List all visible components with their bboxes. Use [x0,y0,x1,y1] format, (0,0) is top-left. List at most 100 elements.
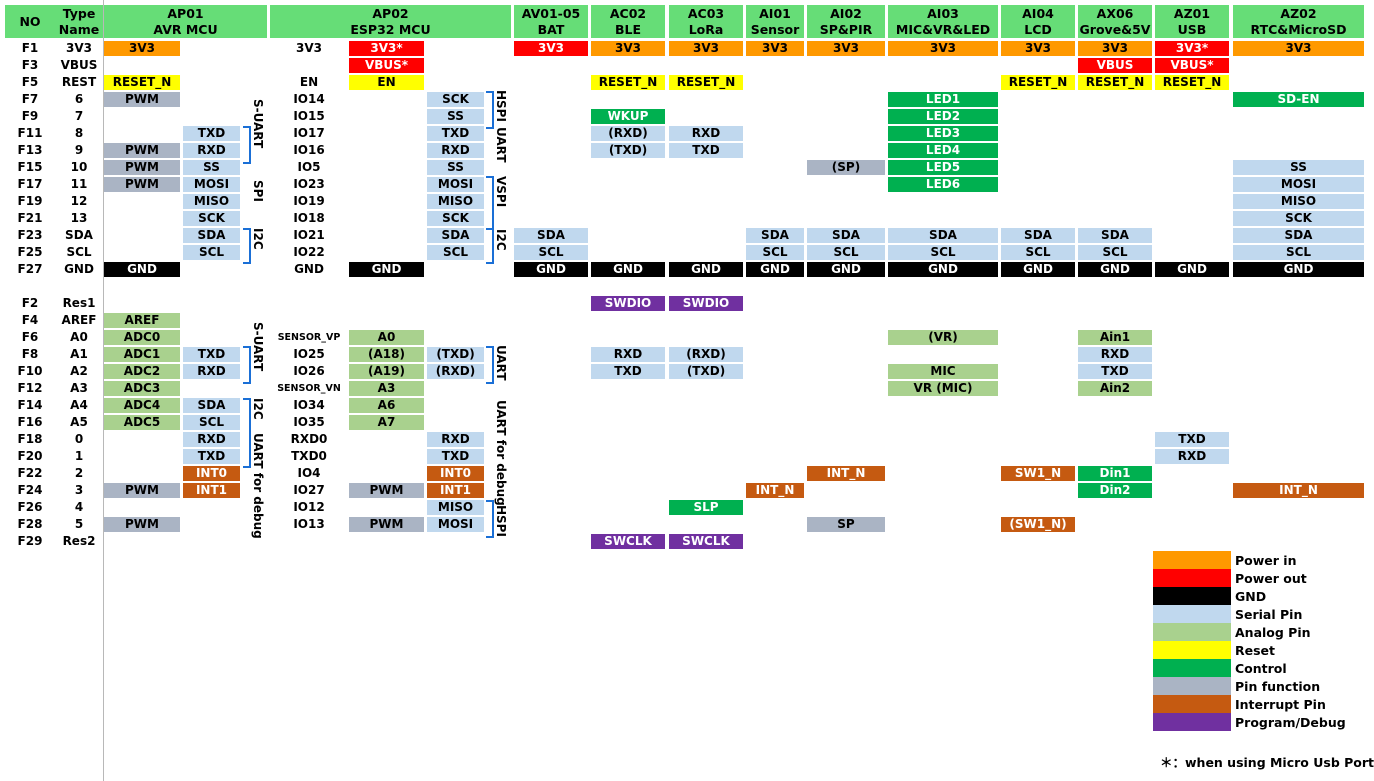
pin-cell-grove: Din1 [1078,466,1152,481]
pin-cell-mic: GND [888,262,998,277]
header-ac02: AC02 BLE [591,5,665,38]
header-ai03: AI03 MIC&VR&LED [888,5,998,38]
pin-cell-esp1: A7 [349,415,424,430]
pin-cell-lcd: 3V3 [1001,41,1075,56]
pin-cell-avr2: INT1 [183,483,240,498]
esp32-pin-name: EN [299,75,319,89]
pin-number: F26 [17,500,43,514]
pin-type-name: A3 [70,381,88,395]
pin-type-name: 8 [74,126,84,140]
pin-cell-esp1: (A19) [349,364,424,379]
pin-cell-esp1: PWM [349,483,424,498]
pin-cell-bat: SCL [514,245,588,260]
pin-cell-esp1: 3V3* [349,41,424,56]
legend-swatch-interrupt [1153,695,1231,713]
header-line: Grove&5V [1079,22,1151,37]
pin-number: F23 [17,228,43,242]
header-line: AI02 [830,6,862,21]
pin-type-name: A0 [70,330,88,344]
pin-cell-usb: VBUS* [1155,58,1229,73]
pin-cell-avr2: TXD [183,126,240,141]
pin-number: F8 [21,347,39,361]
group-label: UART for debug [494,400,508,506]
pin-cell-esp2: SCK [427,211,484,226]
esp32-pin-name: IO26 [293,364,325,378]
pin-cell-usb: RXD [1155,449,1229,464]
pin-number: F22 [17,466,43,480]
pin-cell-avr1: PWM [104,92,180,107]
pin-type-name: 6 [74,92,84,106]
legend-swatch-power-out [1153,569,1231,587]
header-line: MIC&VR&LED [895,22,991,37]
header-line: AZ02 [1280,6,1317,21]
pin-cell-avr1: PWM [104,160,180,175]
group-bracket [243,126,251,164]
pin-number: F20 [17,449,43,463]
pin-cell-rtc: INT_N [1233,483,1364,498]
pin-cell-sensor: 3V3 [746,41,804,56]
esp32-pin-name: IO23 [293,177,325,191]
header-type-name: Type Name [54,5,104,38]
pin-number: F15 [17,160,43,174]
pin-cell-esp1: A6 [349,398,424,413]
pin-type-name: REST [61,75,97,89]
pin-cell-grove: GND [1078,262,1152,277]
pin-cell-avr2: SDA [183,398,240,413]
esp32-pin-name: SENSOR_VN [277,383,341,394]
pin-cell-grove: TXD [1078,364,1152,379]
pin-cell-sppir: INT_N [807,466,885,481]
legend-label: Serial Pin [1235,607,1303,622]
esp32-pin-name: GND [294,262,324,276]
pin-cell-rtc: SD-EN [1233,92,1364,107]
pin-cell-esp2: MISO [427,194,484,209]
pin-cell-mic: MIC [888,364,998,379]
legend-label: Power out [1235,571,1307,586]
pin-cell-rtc: SS [1233,160,1364,175]
pin-type-name: 2 [74,466,84,480]
pin-type-name: 3 [74,483,84,497]
header-ai02: AI02 SP&PIR [807,5,885,38]
pin-cell-esp2: MOSI [427,177,484,192]
esp32-pin-name: 3V3 [296,41,322,55]
group-label: HSPI [494,505,508,537]
pin-number: F18 [17,432,43,446]
pin-cell-grove: SCL [1078,245,1152,260]
group-label: SPI [251,180,265,202]
pin-cell-ble: RESET_N [591,75,665,90]
esp32-pin-name: IO27 [293,483,325,497]
pin-cell-ble: RXD [591,347,665,362]
pin-number: F29 [17,534,43,548]
header-no: NO [5,5,55,38]
header-line: AVR MCU [153,22,218,37]
pin-cell-rtc: SDA [1233,228,1364,243]
esp32-pin-name: IO14 [293,92,325,106]
esp32-pin-name: IO19 [293,194,325,208]
pin-cell-avr1: ADC4 [104,398,180,413]
pin-cell-grove: VBUS [1078,58,1152,73]
header-ai01: AI01 Sensor [746,5,804,38]
pin-cell-avr1: AREF [104,313,180,328]
pin-cell-grove: Ain2 [1078,381,1152,396]
pin-type-name: SCL [66,245,92,259]
pin-cell-ble: GND [591,262,665,277]
pin-number: F21 [17,211,43,225]
esp32-pin-name: IO17 [293,126,325,140]
pin-cell-esp2: RXD [427,143,484,158]
pin-cell-rtc: GND [1233,262,1364,277]
pin-cell-mic: LED6 [888,177,998,192]
pin-type-name: 1 [74,449,84,463]
pin-number: F11 [17,126,43,140]
pin-type-name: 11 [70,177,88,191]
pin-cell-grove: 3V3 [1078,41,1152,56]
group-bracket [486,500,494,538]
pin-cell-lcd: SDA [1001,228,1075,243]
group-bracket [486,91,494,129]
pin-cell-avr2: SCL [183,415,240,430]
pin-cell-ble: 3V3 [591,41,665,56]
pin-cell-esp1: GND [349,262,424,277]
group-label: I2C [251,228,265,250]
pin-cell-usb: 3V3* [1155,41,1229,56]
header-line: Name [58,22,100,37]
legend-label: Pin function [1235,679,1321,694]
pin-cell-lcd: GND [1001,262,1075,277]
